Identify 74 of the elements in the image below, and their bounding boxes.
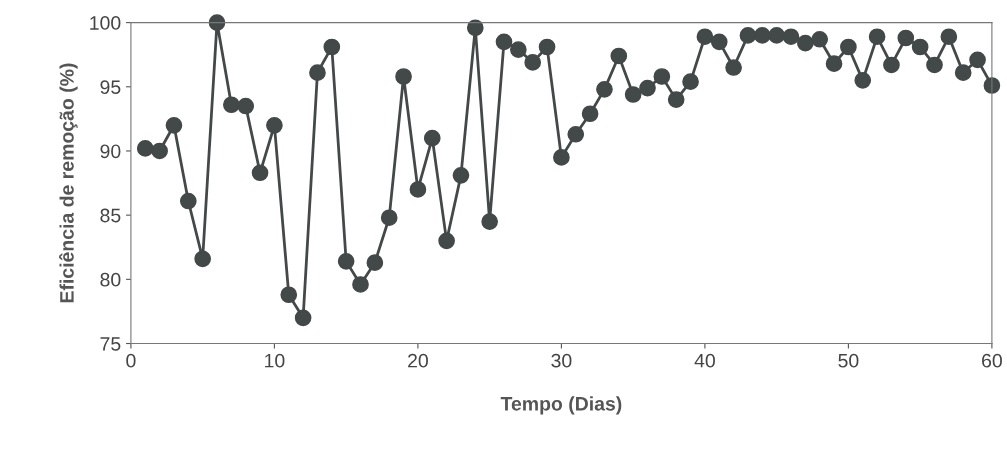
x-axis-title: Tempo (Dias): [500, 396, 622, 415]
point: [251, 164, 269, 182]
point: [380, 209, 398, 227]
point: [553, 149, 570, 166]
point: [725, 59, 742, 76]
y-tick-label: 75: [100, 337, 121, 351]
point: [825, 55, 843, 73]
point: [854, 72, 872, 89]
point: [624, 86, 642, 103]
y-tick-label: 95: [100, 80, 121, 95]
point: [423, 129, 441, 147]
point: [266, 116, 283, 134]
point: [352, 276, 369, 293]
x-tick-label: 60: [982, 353, 1002, 368]
point: [667, 91, 685, 108]
y-tick-label: 80: [100, 272, 121, 287]
point: [883, 56, 900, 74]
point: [696, 28, 714, 46]
x-tick-label: 40: [694, 353, 715, 368]
point: [179, 192, 197, 210]
point: [926, 56, 943, 74]
point: [538, 38, 556, 56]
point: [208, 14, 226, 31]
point: [840, 38, 857, 56]
point: [653, 68, 671, 85]
point: [194, 250, 211, 268]
point: [954, 64, 972, 81]
point: [969, 51, 986, 69]
point: [710, 33, 728, 51]
point: [682, 73, 699, 90]
point: [151, 142, 168, 160]
point: [940, 28, 958, 46]
point: [610, 47, 628, 65]
x-tick-label: 0: [126, 353, 136, 368]
point: [466, 19, 484, 37]
point: [337, 253, 355, 270]
y-axis-title: Eficiência de remoção (%): [59, 63, 78, 303]
point: [438, 232, 455, 250]
point: [309, 64, 326, 81]
point: [768, 27, 785, 44]
point: [136, 140, 154, 157]
x-tick-label: 50: [838, 353, 859, 368]
point: [596, 81, 613, 98]
point: [797, 34, 814, 52]
point: [639, 79, 656, 97]
y-tick-label: 100: [90, 16, 121, 30]
point: [294, 309, 312, 327]
point: [165, 116, 183, 134]
y-tick-label: 85: [100, 208, 121, 223]
point: [510, 41, 527, 58]
point: [897, 29, 915, 47]
point: [581, 105, 599, 123]
point: [409, 181, 427, 198]
x-tick-label: 30: [551, 353, 572, 368]
point: [452, 167, 470, 184]
point: [280, 286, 298, 304]
point: [811, 30, 829, 48]
y-tick-label: 90: [100, 144, 121, 159]
point: [868, 28, 886, 46]
point: [323, 38, 341, 56]
x-tick-label: 20: [408, 353, 428, 368]
point: [739, 27, 757, 44]
x-tick-label: 10: [265, 353, 285, 368]
point: [567, 125, 585, 143]
point: [481, 213, 498, 230]
point: [223, 96, 240, 114]
point: [495, 33, 513, 51]
point: [753, 27, 771, 44]
point: [237, 97, 255, 115]
point: [524, 54, 542, 71]
point: [395, 68, 412, 85]
point: [366, 254, 384, 271]
point: [911, 38, 929, 56]
point: [782, 28, 800, 46]
